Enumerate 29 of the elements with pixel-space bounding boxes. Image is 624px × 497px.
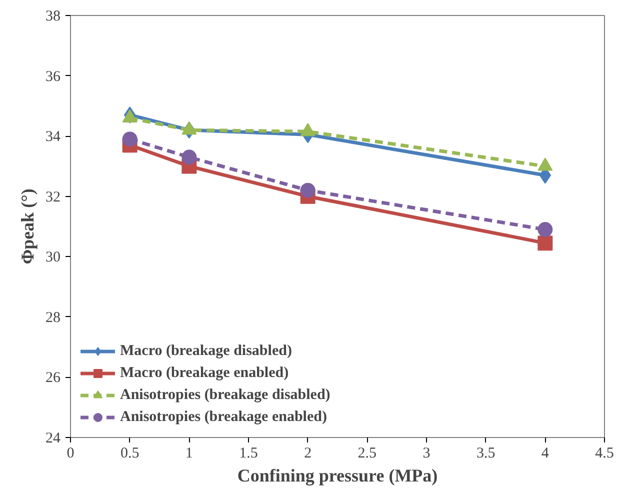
point	[182, 150, 197, 165]
x-tick-label: 0.5	[120, 446, 140, 462]
x-tick-label: 0	[66, 446, 74, 462]
point	[538, 236, 553, 251]
x-tick-label: 1.5	[239, 446, 258, 462]
y-tick-label: 24	[46, 430, 61, 446]
y-axis-title: Φpeak (°)	[18, 188, 38, 264]
point	[538, 222, 553, 237]
x-tick-label: 4.5	[595, 446, 614, 462]
y-tick-label: 30	[46, 250, 60, 266]
y-tick-label: 26	[46, 370, 61, 386]
legend-label: Macro (breakage enabled)	[120, 364, 289, 382]
y-tick-label: 34	[46, 129, 61, 146]
point	[122, 132, 138, 147]
x-axis-title: Confining pressure (MPa)	[237, 466, 438, 486]
y-tick-label: 32	[46, 189, 60, 206]
y-tick-label: 28	[46, 310, 60, 326]
y-tick-label: 36	[46, 68, 61, 85]
legend-label: Macro (breakage disabled)	[120, 342, 292, 360]
x-tick-label: 2	[304, 446, 312, 462]
x-tick-label: 1	[185, 446, 193, 462]
legend-label: Anisotropies (breakage enabled)	[120, 408, 327, 426]
x-tick-label: 3	[422, 446, 430, 462]
legend-label: Anisotropies (breakage disabled)	[120, 386, 330, 404]
x-tick-label: 3.5	[476, 446, 496, 462]
x-tick-label: 4	[541, 446, 550, 462]
point	[300, 182, 316, 198]
y-tick-label: 38	[46, 8, 60, 24]
x-tick-label: 2.5	[358, 446, 377, 462]
